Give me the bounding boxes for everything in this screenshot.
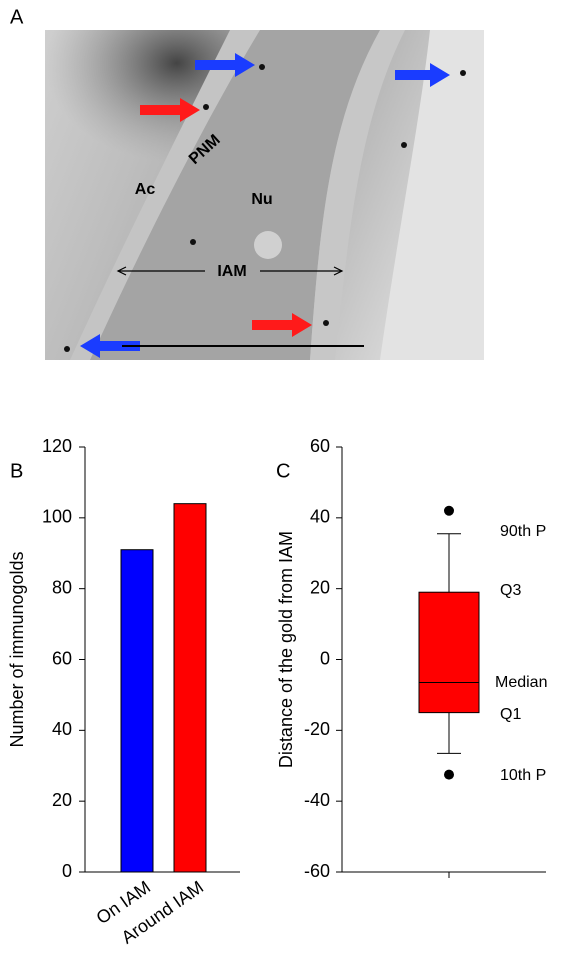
annotation: 90th P	[500, 523, 546, 540]
gold-dots	[64, 64, 466, 352]
y-tick-label: 80	[52, 577, 72, 597]
box	[418, 591, 480, 714]
annotation: Median	[495, 674, 547, 691]
panel-label: C	[276, 460, 290, 482]
iam-arrow	[116, 266, 344, 276]
annotation: Q1	[500, 706, 521, 723]
blue-arrows	[80, 53, 450, 358]
y-tick-label: 20	[310, 577, 330, 597]
label-ac: Ac	[135, 181, 156, 198]
y-tick-label: 100	[42, 507, 72, 527]
annotation: Q3	[500, 582, 521, 599]
micrograph: PNM Ac Nu IAM	[45, 30, 484, 360]
y-tick-label: -40	[304, 790, 330, 810]
y-tick-label: 60	[310, 436, 330, 456]
label-iam: IAM	[217, 263, 246, 280]
y-tick-label: 40	[52, 719, 72, 739]
annotation: 10th P	[500, 767, 546, 784]
y-tick-label: 60	[52, 648, 72, 668]
label-nu: Nu	[251, 191, 272, 208]
panel-label: B	[10, 460, 23, 482]
y-axis-label: Distance of the gold from IAM	[276, 531, 296, 768]
y-tick-label: 0	[320, 648, 330, 668]
outlier	[444, 505, 454, 516]
bar	[173, 503, 207, 873]
panel-label: A	[10, 6, 24, 28]
y-tick-label: 0	[62, 861, 72, 881]
y-tick-label: -60	[304, 861, 330, 881]
bar	[120, 549, 154, 873]
y-tick-label: 20	[52, 790, 72, 810]
y-axis-label: Number of immunogolds	[7, 551, 27, 747]
y-tick-label: -20	[304, 719, 330, 739]
y-tick-label: 40	[310, 507, 330, 527]
y-tick-label: 120	[42, 436, 72, 456]
red-arrows	[140, 98, 312, 337]
outlier	[444, 769, 454, 780]
